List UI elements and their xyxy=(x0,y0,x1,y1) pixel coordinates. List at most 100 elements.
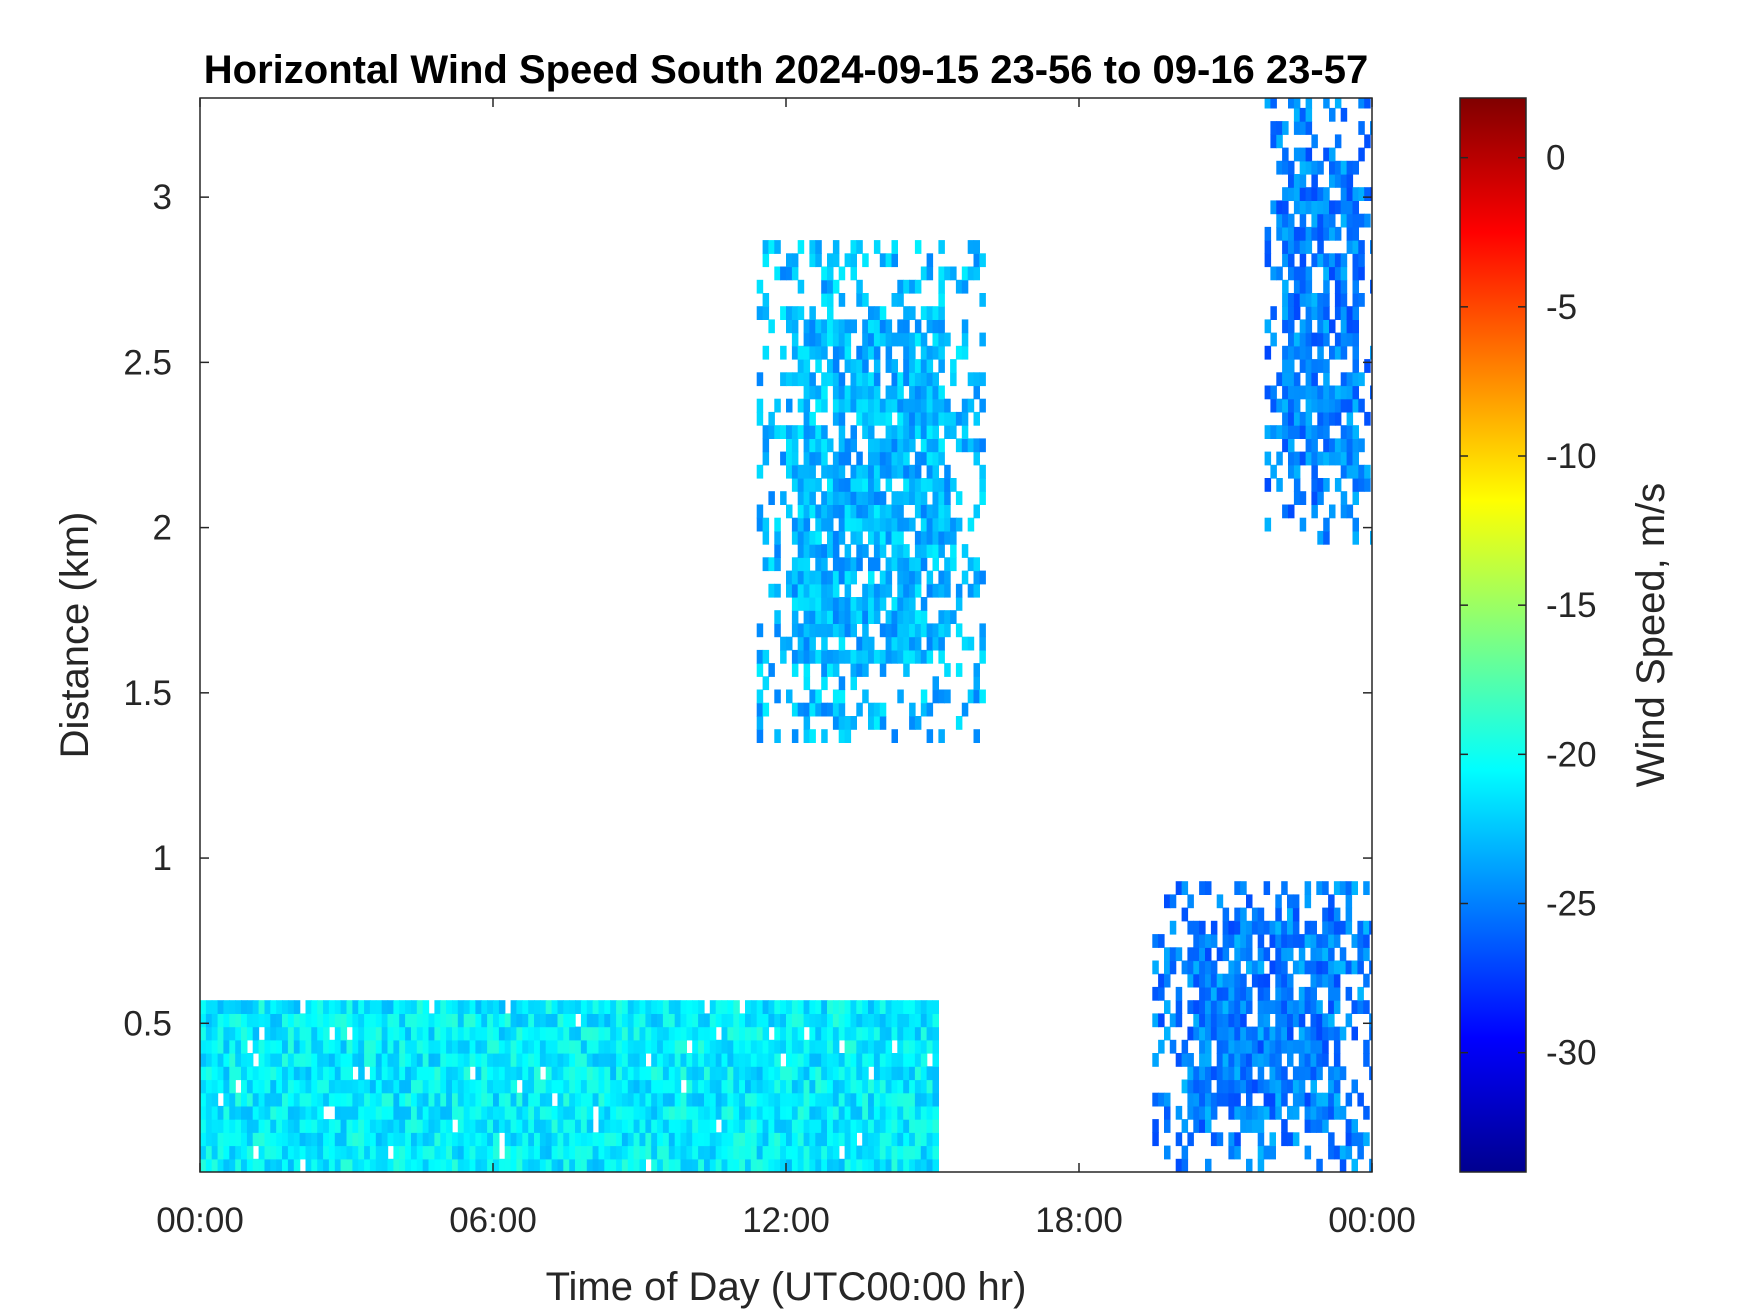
heatmap-cell xyxy=(241,1066,248,1081)
heatmap-cell xyxy=(698,1132,705,1147)
heatmap-cell xyxy=(1158,1092,1165,1107)
heatmap-cell xyxy=(1305,160,1313,175)
heatmap-cell xyxy=(387,1158,394,1172)
heatmap-cell xyxy=(733,1105,740,1120)
heatmap-cell xyxy=(903,649,910,664)
heatmap-cell xyxy=(358,1145,365,1160)
heatmap-cell xyxy=(838,425,846,439)
heatmap-cell xyxy=(1317,213,1324,228)
heatmap-cell xyxy=(276,1039,283,1054)
heatmap-cell xyxy=(815,359,822,373)
heatmap-cell xyxy=(827,266,834,281)
heatmap-cell xyxy=(885,649,893,664)
heatmap-cell xyxy=(528,1132,535,1147)
heatmap-cell xyxy=(610,1105,617,1120)
heatmap-cell xyxy=(1340,425,1348,439)
heatmap-cell xyxy=(844,610,852,624)
heatmap-cell xyxy=(1246,1079,1253,1094)
heatmap-cell xyxy=(1305,438,1313,453)
heatmap-cell xyxy=(838,557,846,572)
heatmap-cell xyxy=(469,1039,477,1054)
heatmap-cell xyxy=(838,610,846,624)
heatmap-cell xyxy=(903,491,910,505)
heatmap-cell xyxy=(815,253,822,268)
heatmap-cell xyxy=(850,359,857,373)
heatmap-cell xyxy=(1310,1092,1317,1107)
heatmap-cell xyxy=(856,1026,863,1041)
heatmap-cell xyxy=(1317,187,1324,201)
heatmap-cell xyxy=(815,530,822,545)
heatmap-cell xyxy=(827,1013,834,1028)
heatmap-cell xyxy=(399,1000,406,1014)
heatmap-cell xyxy=(803,411,811,426)
heatmap-cell xyxy=(762,1013,770,1028)
heatmap-cell xyxy=(1346,306,1354,320)
heatmap-cell xyxy=(797,636,805,651)
heatmap-cell xyxy=(821,1013,828,1028)
heatmap-cell xyxy=(786,438,793,453)
heatmap-cell xyxy=(1240,1039,1247,1054)
heatmap-cell xyxy=(721,1079,728,1094)
heatmap-cell xyxy=(827,570,834,585)
heatmap-cell xyxy=(1288,332,1295,347)
heatmap-cell xyxy=(756,716,764,730)
heatmap-cell xyxy=(346,1066,353,1081)
heatmap-cell xyxy=(856,1145,863,1160)
heatmap-cell xyxy=(469,1026,477,1041)
heatmap-cell xyxy=(534,1026,541,1041)
heatmap-cell xyxy=(750,1158,758,1172)
heatmap-cell xyxy=(375,1092,383,1107)
heatmap-cell xyxy=(897,1000,904,1014)
heatmap-cell xyxy=(592,1145,600,1160)
heatmap-cell xyxy=(1210,1013,1218,1028)
heatmap-cell xyxy=(299,1053,307,1067)
heatmap-cell xyxy=(241,1145,248,1160)
heatmap-cell xyxy=(580,1079,588,1094)
heatmap-cell xyxy=(434,1000,441,1014)
heatmap-cell xyxy=(457,1132,465,1147)
heatmap-cell xyxy=(416,1026,424,1041)
heatmap-cell xyxy=(791,1145,799,1160)
heatmap-cell xyxy=(1181,1119,1189,1133)
heatmap-cell xyxy=(850,597,857,611)
heatmap-cell xyxy=(1316,1158,1323,1172)
heatmap-cell xyxy=(1240,1119,1247,1133)
heatmap-cell xyxy=(873,583,881,598)
heatmap-cell xyxy=(405,1079,412,1094)
heatmap-cell xyxy=(920,345,928,360)
heatmap-cell xyxy=(551,1066,559,1081)
heatmap-cell xyxy=(815,345,822,360)
heatmap-cell xyxy=(1311,398,1318,413)
heatmap-cell xyxy=(721,1145,728,1160)
heatmap-cell xyxy=(422,1145,430,1160)
heatmap-cell xyxy=(897,372,904,387)
heatmap-cell xyxy=(920,438,928,453)
heatmap-cell xyxy=(235,1105,242,1120)
heatmap-cell xyxy=(1298,1066,1306,1081)
heatmap-cell xyxy=(1282,425,1289,439)
heatmap-cell xyxy=(293,1132,301,1147)
heatmap-cell xyxy=(727,1053,734,1067)
heatmap-cell xyxy=(920,623,928,638)
heatmap-cell xyxy=(698,1000,705,1014)
heatmap-cell xyxy=(452,1158,459,1172)
heatmap-cell xyxy=(1269,960,1276,975)
heatmap-cell xyxy=(850,530,857,545)
colorbar-tick-label: -20 xyxy=(1546,735,1597,774)
heatmap-cell xyxy=(827,1026,834,1041)
heatmap-cell xyxy=(1322,947,1329,962)
heatmap-cell xyxy=(598,1026,605,1041)
heatmap-cell xyxy=(1205,1158,1212,1172)
heatmap-cell xyxy=(809,319,816,334)
heatmap-cell xyxy=(1276,121,1283,135)
heatmap-cell xyxy=(575,1132,582,1147)
heatmap-cell xyxy=(727,1026,734,1041)
y-tick-label: 2.5 xyxy=(123,343,172,382)
heatmap-cell xyxy=(774,1066,781,1081)
heatmap-cell xyxy=(1269,1026,1276,1041)
heatmap-cell xyxy=(1263,1026,1271,1041)
heatmap-cell xyxy=(961,570,969,585)
heatmap-cell xyxy=(932,1013,939,1028)
x-axis: 00:00 06:00 12:00 18:00 00:00 xyxy=(156,98,1416,1240)
heatmap-cell xyxy=(832,319,840,334)
